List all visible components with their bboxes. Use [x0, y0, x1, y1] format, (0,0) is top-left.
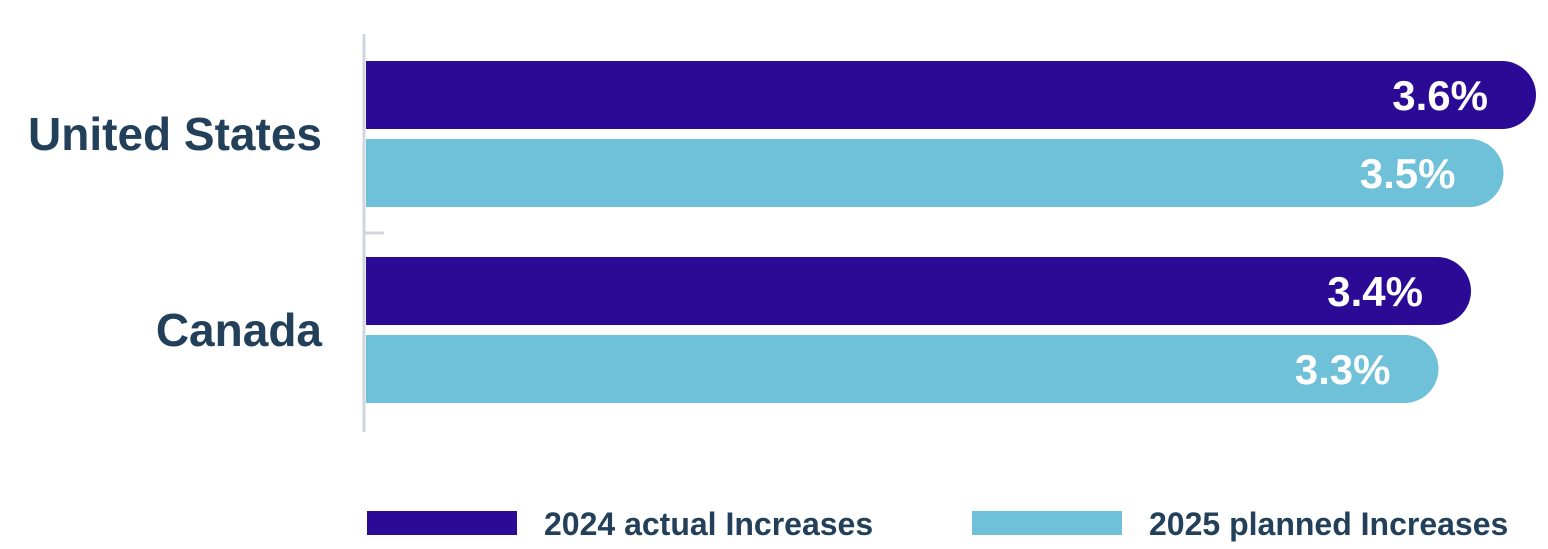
bar-united-states-2025-planned-increases [366, 139, 1504, 207]
legend-swatch-2024-actual-increases [367, 511, 517, 535]
category-label-united-states: United States [28, 108, 322, 160]
bar-united-states-2024-actual-increases [366, 61, 1536, 129]
legend-label-2025-planned-increases: 2025 planned Increases [1149, 506, 1508, 542]
legend-label-2024-actual-increases: 2024 actual Increases [544, 506, 873, 542]
category-label-canada: Canada [156, 304, 323, 356]
data-label-united-states-2025-planned-increases: 3.5% [1360, 150, 1456, 197]
bar-canada-2025-planned-increases [366, 335, 1439, 403]
axis-layer [362, 34, 384, 432]
bar-canada-2024-actual-increases [366, 257, 1471, 325]
category-labels: United States Canada [28, 108, 322, 356]
legend: 2024 actual Increases 2025 planned Increa… [367, 506, 1508, 542]
data-label-united-states-2024-actual-increases: 3.6% [1392, 72, 1488, 119]
legend-swatch-2025-planned-increases [972, 511, 1122, 535]
data-label-canada-2024-actual-increases: 3.4% [1327, 268, 1423, 315]
bars-layer: 3.6% 3.5% 3.4% 3.3% [366, 61, 1536, 403]
data-label-canada-2025-planned-increases: 3.3% [1295, 346, 1391, 393]
